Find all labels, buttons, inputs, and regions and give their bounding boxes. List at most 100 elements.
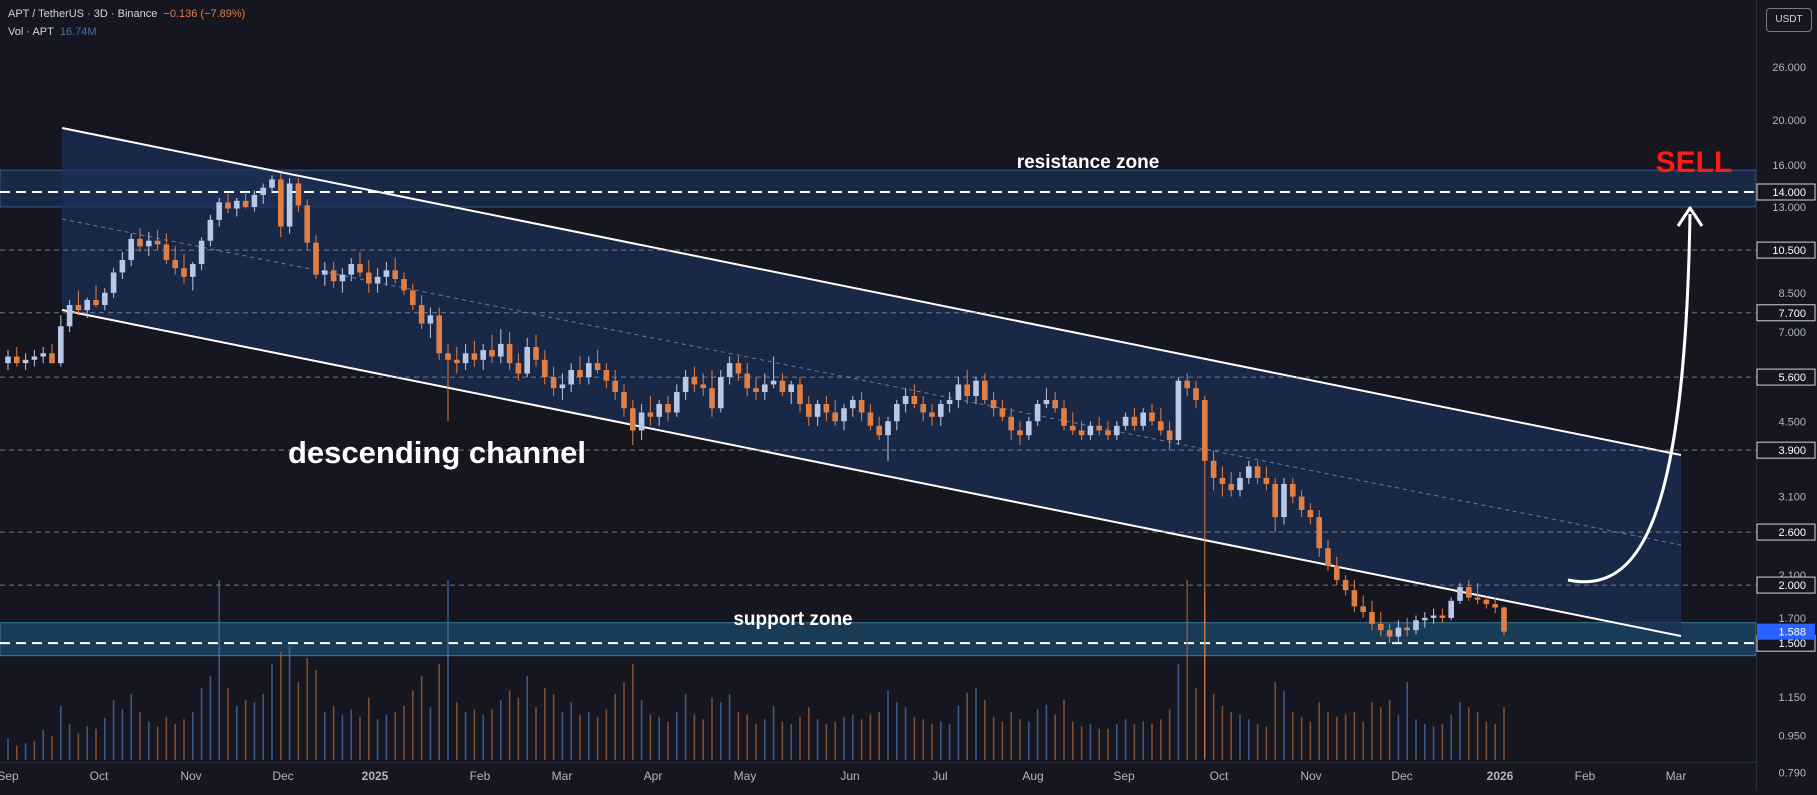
volume-bar — [112, 700, 115, 760]
price-axis[interactable] — [1756, 0, 1817, 790]
volume-bar — [1001, 721, 1004, 760]
candle-body — [225, 202, 231, 209]
candle-body — [84, 300, 90, 311]
volume-bar — [1362, 721, 1364, 760]
candle-body — [841, 408, 847, 422]
candle-body — [542, 359, 548, 378]
volume-bar — [570, 702, 572, 760]
volume-bar — [561, 712, 564, 760]
volume-layer — [7, 580, 1505, 760]
candle-body — [718, 377, 724, 409]
volume-bar — [1344, 714, 1347, 760]
candle-body — [392, 270, 398, 280]
candle-body — [269, 179, 275, 188]
resistance-zone-label: resistance zone — [1017, 152, 1160, 173]
candle-body — [973, 380, 979, 396]
volume-bar — [640, 700, 643, 760]
volume-bar — [1265, 726, 1268, 760]
volume-bar — [1116, 724, 1118, 760]
volume-bar — [1388, 700, 1391, 760]
volume-bar — [1195, 688, 1197, 760]
volume-bar — [60, 706, 62, 760]
volume-bar — [1476, 712, 1479, 760]
volume-bar — [860, 719, 863, 760]
candle-body — [1034, 404, 1041, 422]
candle-body — [1149, 412, 1155, 422]
candle-body — [1175, 380, 1182, 441]
volume-bar — [1432, 726, 1435, 760]
candle-body — [1043, 399, 1050, 405]
volume-bar — [904, 707, 907, 760]
volume-bar — [1503, 707, 1505, 760]
volume-bar — [1292, 712, 1294, 760]
projection-arrow — [1567, 213, 1692, 584]
volume-bar — [244, 700, 247, 760]
candle-body — [1483, 599, 1490, 605]
volume-bar — [1160, 719, 1162, 760]
volume-bar — [1353, 712, 1356, 760]
candle-body — [577, 370, 583, 378]
candle-body — [700, 384, 706, 389]
candle-body — [1131, 416, 1138, 426]
volume-bar — [1080, 726, 1083, 760]
volume-bar — [1063, 700, 1065, 760]
volume-bar — [438, 664, 440, 760]
volume-bar — [130, 694, 132, 760]
volume-bar — [931, 724, 933, 760]
volume-bar — [420, 676, 423, 760]
volume-bar — [1256, 724, 1259, 760]
candle-body — [22, 359, 29, 364]
candle-body — [1026, 421, 1032, 436]
candle-body — [568, 370, 574, 385]
candle-body — [1386, 630, 1393, 637]
volume-bar — [1424, 724, 1426, 760]
candle-body — [260, 187, 266, 195]
candle-body — [621, 392, 627, 409]
volume-bar — [376, 719, 379, 760]
volume-bar — [948, 724, 951, 760]
volume-bar — [605, 709, 608, 760]
candle-body — [682, 377, 689, 393]
candle-body — [1210, 460, 1217, 478]
volume-bar — [412, 690, 414, 760]
volume-bar — [33, 740, 36, 760]
channel-upper-line — [61, 127, 1682, 456]
volume-bar — [262, 694, 264, 760]
candle-body — [674, 392, 680, 413]
candle-body — [498, 343, 504, 357]
candle-body — [990, 399, 997, 409]
volume-bar — [984, 700, 986, 760]
candle-body — [1052, 399, 1058, 409]
volume-bar — [1283, 690, 1285, 760]
volume-bar — [1019, 719, 1021, 760]
candle-body — [1096, 425, 1102, 431]
volume-bar — [693, 714, 696, 760]
candle-body — [524, 346, 530, 374]
candle-body — [788, 384, 794, 393]
candle-body — [955, 384, 962, 400]
candle-body — [858, 399, 865, 413]
volume-bar — [1397, 714, 1400, 760]
candle-body — [1246, 466, 1252, 478]
volume-value: 16.74M — [59, 26, 97, 38]
candle-body — [814, 404, 821, 417]
candle-body — [850, 399, 856, 409]
candle-body — [471, 353, 478, 360]
volume-bar — [957, 706, 960, 760]
volume-bar — [649, 714, 652, 760]
volume-bar — [1450, 714, 1452, 760]
price-change: −0.136 (−7.89%) — [163, 8, 246, 20]
candle-body — [744, 373, 750, 389]
currency-badge[interactable]: USDT — [1766, 8, 1812, 32]
volume-bar — [1309, 721, 1312, 760]
candle-body — [1017, 430, 1023, 436]
candle-body — [1422, 617, 1428, 621]
candle-body — [462, 353, 469, 364]
candle-body — [40, 353, 46, 357]
volume-bar — [702, 719, 704, 760]
time-axis[interactable] — [0, 762, 1756, 791]
candle-body — [1281, 483, 1287, 518]
candle-body — [401, 279, 407, 291]
